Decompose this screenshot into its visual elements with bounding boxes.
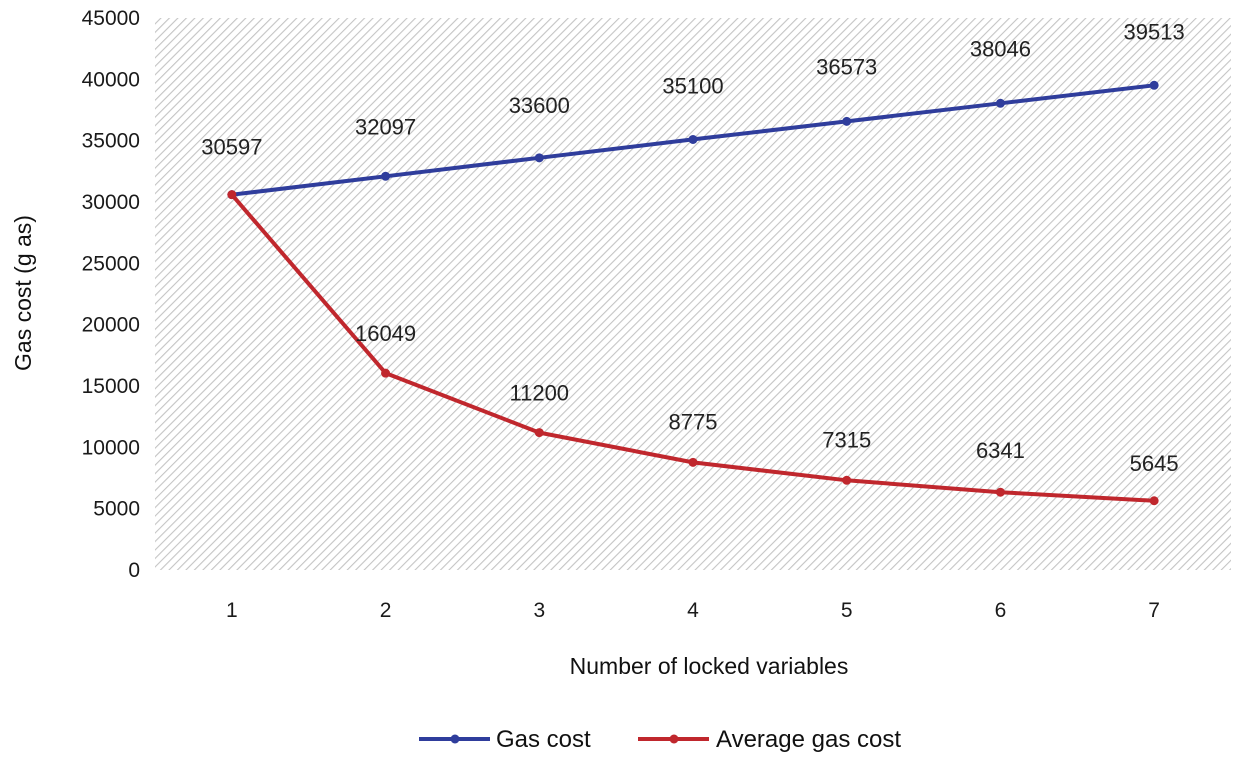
data-label: 35100 — [662, 73, 723, 98]
y-tick-label: 20000 — [82, 314, 140, 337]
x-tick-label: 4 — [687, 599, 699, 622]
x-tick-label: 3 — [533, 599, 545, 622]
data-label: 6341 — [976, 438, 1025, 463]
data-label: 36573 — [816, 54, 877, 79]
legend-marker-average-gas-cost — [669, 734, 679, 744]
data-label: 38046 — [970, 36, 1031, 61]
y-tick-label: 40000 — [82, 68, 140, 91]
data-label: 32097 — [355, 114, 416, 139]
y-tick-label: 30000 — [82, 191, 140, 214]
data-label: 11200 — [510, 381, 570, 406]
legend-label-gas-cost: Gas cost — [496, 726, 591, 753]
data-point — [995, 487, 1005, 497]
data-label: 30597 — [201, 135, 262, 160]
data-point — [381, 368, 391, 378]
data-label: 5645 — [1130, 451, 1179, 476]
x-tick-label: 2 — [380, 599, 392, 622]
data-point — [688, 457, 698, 467]
legend-marker-gas-cost — [450, 734, 460, 744]
data-point — [842, 475, 852, 485]
y-axis-title: Gas cost (g as) — [10, 215, 36, 371]
x-tick-label: 7 — [1148, 599, 1160, 622]
data-labels: 30597 32097 33600 35100 36573 38046 39513 16049… — [201, 19, 1184, 475]
data-point — [688, 134, 698, 144]
data-label: 7315 — [822, 427, 871, 452]
y-tick-label: 15000 — [82, 375, 140, 398]
x-tick-label: 1 — [226, 599, 238, 622]
data-point — [995, 98, 1005, 108]
legend-item-gas-cost: Gas cost — [419, 726, 591, 753]
x-axis-title: Number of locked variables — [570, 653, 849, 679]
x-tick-label: 5 — [841, 599, 853, 622]
data-label: 16049 — [355, 321, 416, 346]
y-tick-label: 10000 — [82, 436, 140, 459]
y-tick-label: 45000 — [82, 7, 140, 30]
data-point — [842, 116, 852, 126]
x-tick-label: 6 — [995, 599, 1007, 622]
data-point — [227, 190, 237, 200]
data-label: 39513 — [1124, 19, 1185, 44]
y-tick-label: 35000 — [82, 130, 140, 153]
legend-label-average-gas-cost: Average gas cost — [716, 726, 901, 753]
series-points — [227, 80, 1159, 506]
legend-item-average-gas-cost: Average gas cost — [638, 726, 901, 753]
data-point — [534, 153, 544, 163]
y-tick-label: 0 — [128, 559, 140, 582]
y-tick-label: 5000 — [93, 498, 140, 521]
data-point — [381, 171, 391, 181]
plot-area — [155, 18, 1231, 570]
data-point — [1149, 496, 1159, 506]
data-label: 33600 — [509, 93, 570, 118]
data-point — [1149, 80, 1159, 90]
y-tick-label: 25000 — [82, 252, 140, 275]
data-label: 8775 — [669, 409, 718, 434]
x-axis-ticks: 1 2 3 4 5 6 7 — [226, 599, 1160, 622]
data-point — [534, 428, 544, 438]
y-axis-ticks: 0 5000 10000 15000 20000 25000 30000 35000 40000… — [82, 7, 140, 582]
legend: Gas cost Average gas cost — [419, 726, 901, 753]
